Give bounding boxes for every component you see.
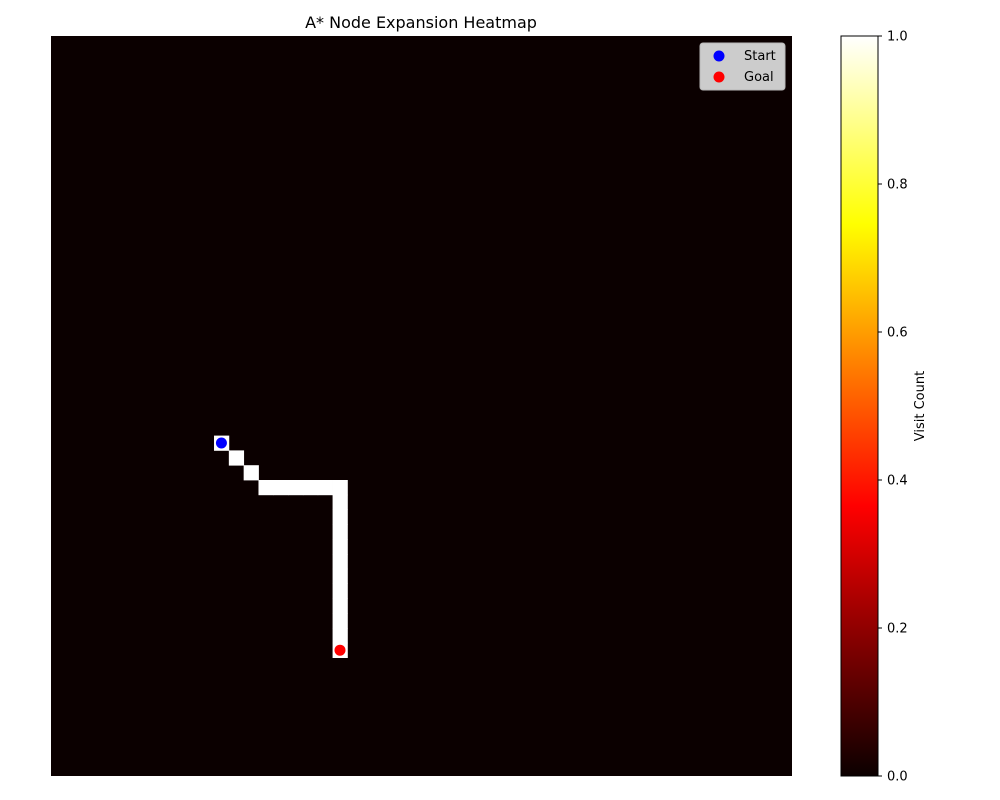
heatmap-cell-39-19 bbox=[332, 613, 348, 629]
colorbar-tick-label: 0.2 bbox=[887, 622, 908, 637]
legend-goal-label: Goal bbox=[744, 70, 774, 85]
heatmap-cell-40-19 bbox=[332, 628, 348, 644]
heatmap-cell-30-14 bbox=[258, 480, 274, 496]
legend-start-marker bbox=[713, 50, 725, 62]
start-marker bbox=[215, 437, 227, 449]
colorbar-tick-label: 0.0 bbox=[887, 770, 908, 785]
heatmap-cell-30-16 bbox=[288, 480, 304, 496]
chart-title: A* Node Expansion Heatmap bbox=[305, 13, 537, 32]
colorbar-gradient bbox=[840, 35, 879, 777]
colorbar: 0.0 0.2 0.4 0.6 0.8 1.0 Visit Count bbox=[840, 30, 928, 785]
heatmap-cell-32-19 bbox=[332, 509, 348, 525]
heatmap-cell-35-19 bbox=[332, 554, 348, 570]
heatmap-cell-30-15 bbox=[273, 480, 289, 496]
legend-start-label: Start bbox=[744, 49, 776, 64]
legend: Start Goal bbox=[699, 42, 786, 91]
heatmap-cell-31-19 bbox=[332, 494, 348, 510]
colorbar-tick-label: 0.6 bbox=[887, 326, 908, 341]
path-markers bbox=[215, 437, 346, 656]
heatmap-cell-30-18 bbox=[317, 480, 333, 496]
colorbar-tick-label: 0.8 bbox=[887, 178, 908, 193]
colorbar-label: Visit Count bbox=[913, 371, 928, 441]
heatmap-cell-30-19 bbox=[332, 480, 348, 496]
legend-goal-marker bbox=[713, 71, 725, 83]
heatmap-background bbox=[51, 36, 792, 776]
colorbar-tick-label: 0.4 bbox=[887, 474, 908, 489]
heatmap-cell-33-19 bbox=[332, 524, 348, 540]
heatmap-cell-37-19 bbox=[332, 583, 348, 599]
heatmap-cell-30-17 bbox=[302, 480, 319, 496]
heatmap-grid bbox=[51, 36, 792, 776]
goal-marker bbox=[334, 644, 346, 656]
heatmap-cell-34-19 bbox=[332, 539, 348, 555]
colorbar-ticks: 0.0 0.2 0.4 0.6 0.8 1.0 bbox=[878, 30, 908, 785]
heatmap-cell-29-13 bbox=[243, 465, 259, 481]
heatmap-cell-38-19 bbox=[332, 598, 348, 614]
heatmap-cells bbox=[214, 435, 348, 658]
heatmap-cell-36-19 bbox=[332, 568, 348, 584]
heatmap-cell-28-12 bbox=[228, 450, 245, 466]
colorbar-tick-label: 1.0 bbox=[887, 30, 908, 45]
